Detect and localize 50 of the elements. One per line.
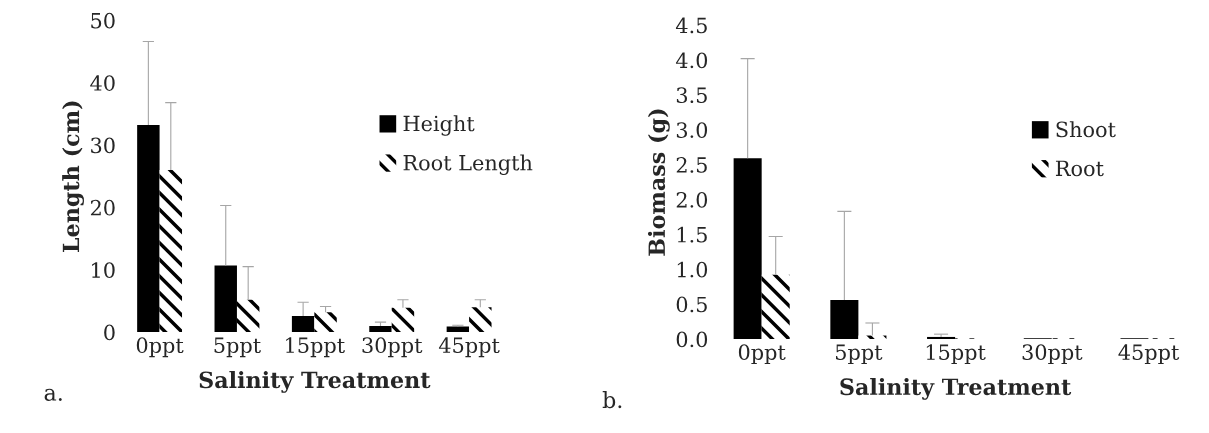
x-tick-label: 30ppt: [1022, 344, 1083, 365]
bar: [214, 265, 237, 333]
y-tick-label: 4.5: [675, 17, 707, 34]
x-tick-label: 15ppt: [926, 344, 986, 365]
bar: [446, 326, 470, 333]
x-tick-label: 5ppt: [214, 337, 261, 358]
y-tick-label: 1.5: [677, 226, 707, 243]
bar: [137, 125, 160, 333]
x-tick-label: 30ppt: [362, 337, 423, 358]
bar: [314, 312, 337, 333]
bar: [291, 315, 315, 333]
text: a.: [44, 388, 62, 401]
y-tick-label: 1.0: [677, 261, 708, 278]
y-tick-label: 0.0: [676, 331, 708, 348]
y-axis-title: Length (cm): [62, 101, 84, 253]
x-axis-title: Salinity Treatment: [199, 371, 431, 393]
y-tick-label: 4.0: [675, 52, 708, 69]
bar: [927, 336, 956, 340]
bar: [159, 170, 183, 333]
y-axis-title: Biomass (g): [647, 109, 670, 256]
y-tick-label: 50: [91, 12, 115, 29]
y-tick-label: 0: [104, 324, 115, 341]
y-tick-label: 10: [92, 262, 115, 278]
bar: [469, 307, 492, 333]
bar: [830, 299, 859, 340]
bar: [369, 325, 392, 333]
x-tick-label: 45ppt: [1118, 344, 1180, 365]
x-axis-title: Salinity Treatment: [840, 377, 1072, 400]
y-tick-label: 40: [90, 75, 115, 91]
y-tick-label: 30: [91, 137, 115, 154]
y-tick-label: 20: [90, 199, 115, 216]
x-tick-label: 0ppt: [738, 344, 786, 365]
legend-label: Shoot: [1056, 121, 1116, 138]
bar: [733, 158, 762, 340]
text: b.: [602, 391, 622, 409]
x-tick-label: 0ppt: [136, 337, 184, 358]
x-tick-label: 5ppt: [836, 344, 883, 365]
legend-label: Root Length: [403, 154, 533, 175]
legend-label: Root: [1055, 160, 1104, 177]
legend-label: Height: [403, 115, 475, 136]
x-tick-label: 45ppt: [438, 337, 500, 358]
y-tick-label: 2.0: [676, 191, 708, 208]
y-tick-label: 3.5: [676, 87, 707, 104]
y-tick-label: 0.5: [676, 296, 707, 313]
bar: [761, 274, 790, 340]
y-tick-label: 3.0: [676, 122, 708, 138]
x-tick-label: 15ppt: [286, 337, 345, 358]
bar: [391, 307, 415, 333]
bar: [236, 299, 260, 333]
y-tick-label: 2.5: [676, 157, 707, 173]
